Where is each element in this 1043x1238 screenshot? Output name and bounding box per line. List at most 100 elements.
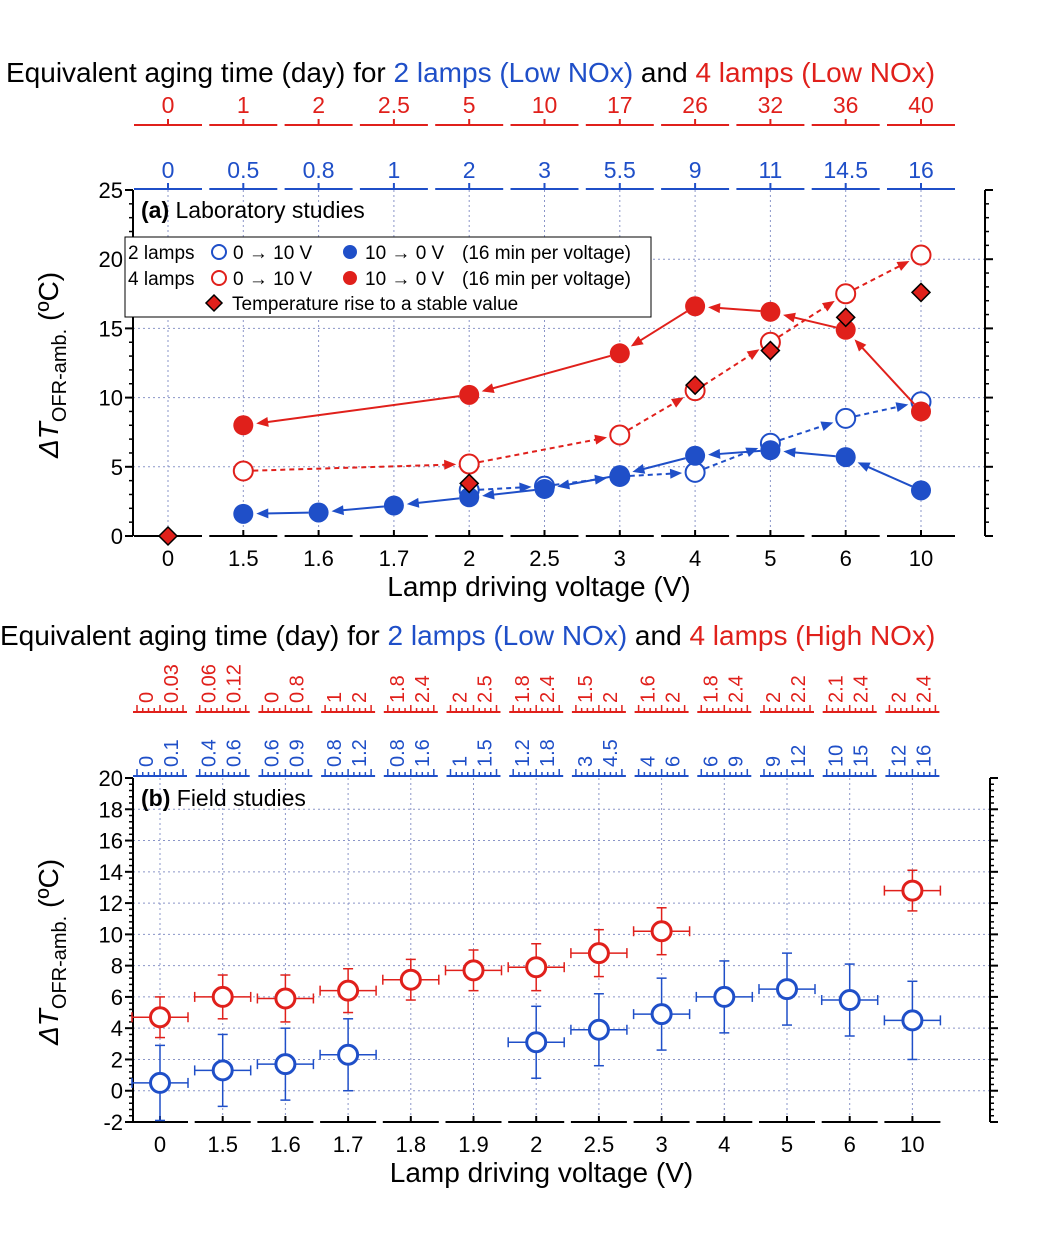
arrowhead (896, 260, 910, 271)
data-point-open (274, 1053, 297, 1076)
top-axis-label: 2.2 (788, 675, 810, 703)
legend-group: 2 lamps (128, 243, 195, 264)
data-point-with-errorbars (570, 993, 628, 1067)
top-axis-label: 9 (763, 756, 785, 767)
panel-label: (b) (141, 785, 170, 811)
data-point-filled (911, 401, 931, 422)
y-tick-label: 20 (99, 247, 123, 272)
top-title-prefix: Equivalent aging time (day) for (6, 57, 394, 88)
top-axis-label: 4.5 (600, 739, 622, 767)
y-tick-label: 18 (99, 797, 123, 822)
series-line-segment (339, 505, 385, 512)
top-axis-label: 10 (532, 92, 558, 118)
data-point-filled (233, 415, 254, 436)
top-axis-label: 2.5 (475, 675, 497, 703)
top-axis-label: 40 (908, 92, 934, 118)
x-tick-label: 1.7 (379, 546, 410, 571)
data-point-open (835, 283, 857, 305)
series-line-segment (859, 344, 915, 405)
data-point-filled (609, 465, 630, 486)
x-tick-label: 2 (530, 1132, 542, 1157)
x-tick-label: 4 (689, 546, 701, 571)
y-tick-label: 14 (99, 860, 123, 885)
series-line-segment (637, 310, 688, 344)
legend-open-marker (211, 244, 227, 260)
data-point-open (587, 942, 610, 965)
series-line-segment (414, 497, 460, 505)
top-axis-label: 0 (261, 692, 283, 703)
top-axis-label: 1.6 (638, 675, 660, 703)
data-point-open (211, 1059, 234, 1082)
top-axis-label: 3 (538, 157, 551, 183)
data-point-diamond (910, 282, 932, 303)
x-tick-label: 2.5 (584, 1132, 615, 1157)
top-axis-label: 16 (908, 157, 934, 183)
arrowhead (783, 447, 796, 458)
top-axis-label: 1.5 (475, 739, 497, 767)
top-axis-label: 2.4 (913, 675, 935, 703)
top-axis-label: 2.1 (826, 675, 848, 703)
data-point-filled (459, 487, 480, 508)
data-point-with-errorbars (382, 958, 440, 1001)
data-point-open (462, 959, 485, 982)
top-axis-label: 1 (237, 92, 250, 118)
y-title-unit: (ºC) (33, 272, 64, 329)
top-axis-label: 1 (450, 756, 472, 767)
arrowhead (406, 497, 420, 508)
top-axis-label: 2 (450, 692, 472, 703)
data-point-filled (233, 503, 254, 524)
data-point-filled (760, 301, 781, 322)
top-axis-label: 0.06 (199, 664, 221, 703)
data-point-filled (685, 296, 706, 317)
top-axis-label: 26 (682, 92, 708, 118)
top-axis-label: 2 (763, 692, 785, 703)
data-point-with-errorbars (695, 960, 754, 1034)
arrowhead (669, 468, 683, 479)
top-axis-label: 0.8 (286, 675, 308, 703)
data-point-with-errorbars (507, 942, 565, 992)
data-point-filled (609, 343, 630, 364)
top-axis-label: 9 (725, 756, 747, 767)
top-axis-label: 1.8 (512, 675, 534, 703)
data-point-with-errorbars (883, 869, 942, 912)
x-tick-label: 1.7 (333, 1132, 364, 1157)
top-title-mid: and (627, 620, 689, 651)
data-point-filled (308, 502, 329, 523)
x-tick-label: 5 (781, 1132, 793, 1157)
data-point-open (337, 1043, 360, 1066)
top-axis-label: 0.5 (227, 157, 259, 183)
data-point-open (901, 1009, 924, 1032)
top-axis-label: 0.1 (161, 739, 183, 767)
arrowhead (331, 505, 344, 516)
data-point-with-errorbars (444, 949, 503, 992)
y-title-main: ΔT (33, 1007, 64, 1046)
legend-down-label: 10 → 0 V (365, 243, 445, 264)
top-axis-label: 1.6 (412, 739, 434, 767)
data-point-filled (383, 495, 404, 516)
top-axis-title: Equivalent aging time (day) for 2 lamps … (6, 57, 935, 88)
top-title-blue: 2 lamps (Low NOx) (388, 620, 628, 651)
y-tick-label: -2 (103, 1110, 123, 1135)
top-title-red: 4 lamps (High NOx) (689, 620, 935, 651)
data-point-filled (835, 447, 856, 468)
top-axis-label: 9 (689, 157, 702, 183)
top-axis-label: 0.8 (387, 739, 409, 767)
x-tick-label: 10 (909, 546, 933, 571)
data-point-open (232, 460, 254, 482)
data-point-with-errorbars (632, 907, 691, 956)
data-point-open (337, 979, 360, 1002)
arrowhead (481, 383, 495, 394)
top-axis-label: 1 (388, 157, 401, 183)
data-point-open (587, 1018, 610, 1041)
top-axis-label: 5.5 (604, 157, 636, 183)
arrowhead (746, 349, 760, 360)
arrowhead (821, 300, 835, 312)
top-axis-label: 1.8 (387, 675, 409, 703)
top-axis-label: 2.4 (412, 675, 434, 703)
y-tick-label: 4 (111, 1016, 123, 1041)
x-axis-title: Lamp driving voltage (V) (387, 571, 690, 602)
top-axis-label: 10 (826, 745, 848, 767)
data-point-with-errorbars (131, 1044, 189, 1122)
top-axis-label: 0 (136, 692, 158, 703)
top-axis-label: 0.6 (224, 739, 246, 767)
